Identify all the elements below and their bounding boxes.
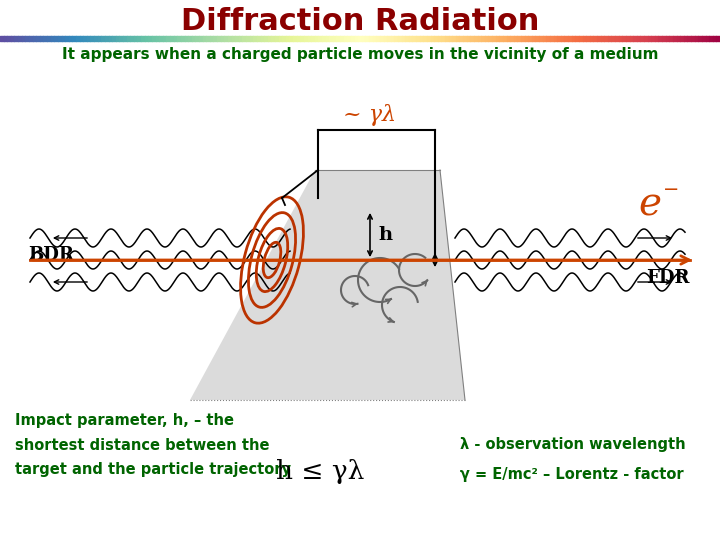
Text: FDR: FDR xyxy=(647,269,690,287)
Text: BDR: BDR xyxy=(28,246,74,264)
Text: λ - observation wavelength: λ - observation wavelength xyxy=(460,437,685,453)
Text: h: h xyxy=(378,226,392,244)
Text: It appears when a charged particle moves in the vicinity of a medium: It appears when a charged particle moves… xyxy=(62,48,658,63)
Text: h ≤ γλ: h ≤ γλ xyxy=(276,460,364,484)
Text: ~ γλ: ~ γλ xyxy=(343,104,397,126)
Text: γ = E/mc² – Lorentz - factor: γ = E/mc² – Lorentz - factor xyxy=(460,468,683,483)
Text: −: − xyxy=(663,180,680,199)
Text: e: e xyxy=(638,186,661,224)
Text: Diffraction Radiation: Diffraction Radiation xyxy=(181,8,539,37)
Polygon shape xyxy=(190,170,465,400)
Text: Impact parameter, h, – the
shortest distance between the
target and the particle: Impact parameter, h, – the shortest dist… xyxy=(15,413,291,477)
